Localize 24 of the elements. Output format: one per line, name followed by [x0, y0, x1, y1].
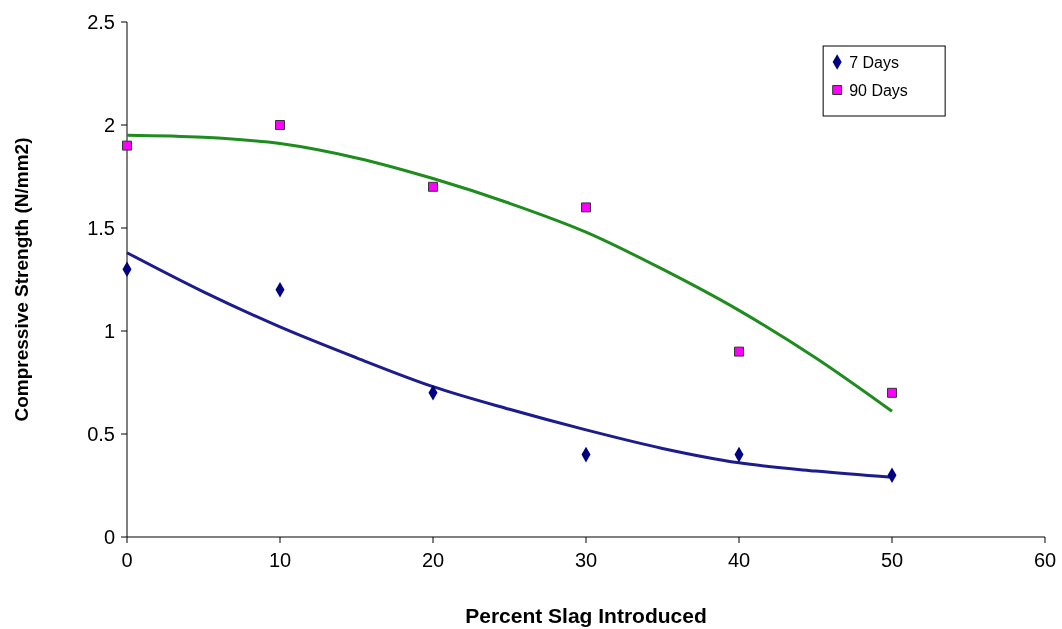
point [887, 387, 897, 398]
x-tick-label: 30 [574, 549, 598, 571]
point [581, 202, 591, 213]
x-axis-title: Percent Slag Introduced [465, 604, 707, 627]
line-series [125, 133, 894, 413]
y-tick-label: 2 [103, 114, 115, 136]
y-tick-label: 1 [103, 320, 115, 342]
y-axis-title: Compressive Strength (N/mm2) [11, 137, 32, 422]
x-tick-label: 20 [421, 549, 445, 571]
x-tick-label: 60 [1033, 549, 1057, 571]
x-tick-label: 10 [268, 549, 292, 571]
point [122, 140, 132, 151]
x-tick-label: 0 [121, 549, 133, 571]
y-tick-label: 1.5 [87, 217, 115, 239]
point [734, 346, 744, 357]
legend-label: 7 Days [849, 53, 899, 71]
point [275, 120, 285, 130]
y-tick-label: 0.5 [87, 423, 115, 445]
point [428, 181, 438, 192]
y-tick-label: 2.5 [87, 11, 115, 33]
legend-label: 90 Days [849, 81, 908, 99]
x-tick-label: 50 [880, 549, 904, 571]
y-tick-label: 0 [103, 526, 115, 548]
x-tick-label: 40 [727, 549, 751, 571]
